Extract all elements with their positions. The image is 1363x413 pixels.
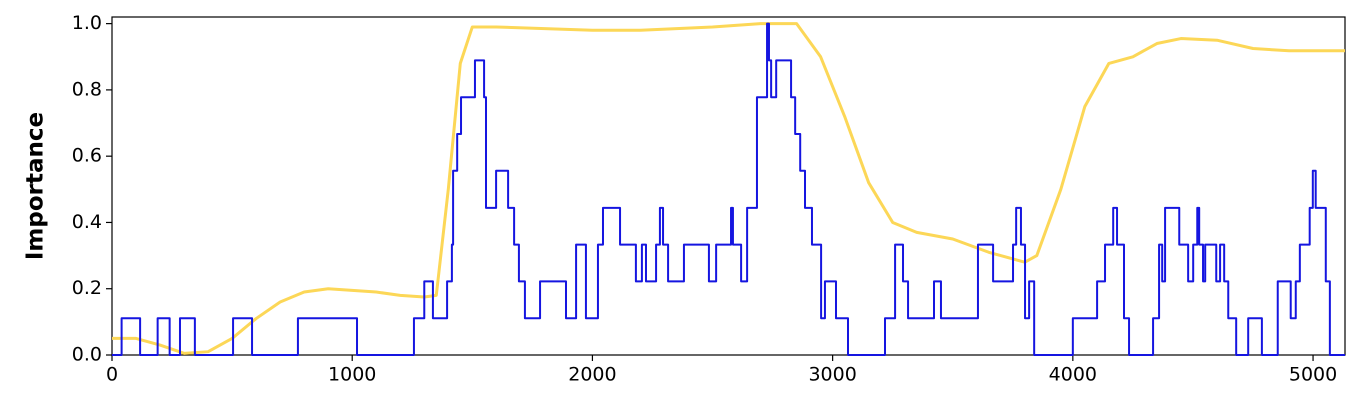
series-line (112, 22, 1345, 355)
y-axis-label: Importance (23, 112, 49, 260)
plot-area (111, 16, 1346, 356)
x-tick-label: 4000 (1049, 364, 1097, 386)
y-tick-label: 0.8 (72, 78, 102, 100)
y-tick-label: 0.6 (72, 145, 102, 167)
x-tick-label: 1000 (328, 364, 376, 386)
x-tick-label: 0 (106, 364, 118, 386)
x-tick-label: 2000 (568, 364, 616, 386)
y-tick-label: 1.0 (72, 12, 102, 34)
series-line (112, 22, 1345, 356)
y-tick-label: 0.4 (72, 211, 102, 233)
y-tick-label: 0.0 (72, 344, 102, 366)
y-tick-label: 0.2 (72, 277, 102, 299)
x-tick-label: 5000 (1289, 364, 1337, 386)
x-tick-label: 3000 (808, 364, 856, 386)
